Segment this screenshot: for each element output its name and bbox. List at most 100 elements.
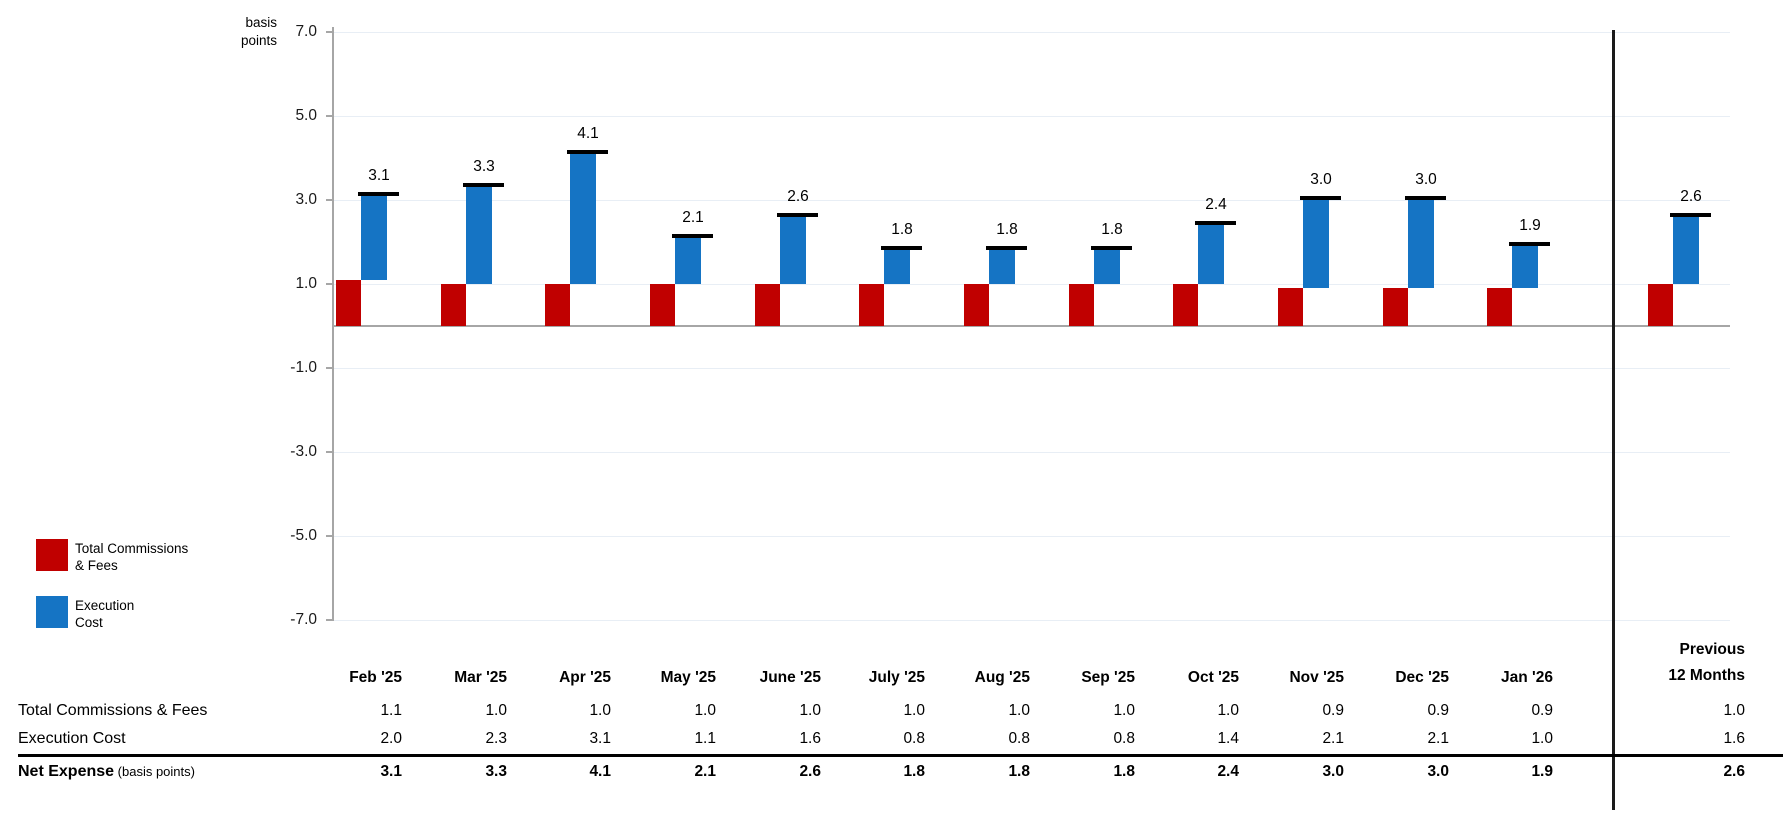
net-expense-value-label: 3.1 <box>368 166 390 184</box>
table-cell: 2.6 <box>799 763 821 780</box>
month-column-header: Jan '26 <box>1501 669 1553 686</box>
y-axis-tick-label: 1.0 <box>295 275 317 292</box>
y-axis-tick-label: 5.0 <box>295 107 317 124</box>
table-cell: 0.8 <box>1113 730 1135 747</box>
table-cell: 1.0 <box>903 702 925 719</box>
gridline <box>334 116 1730 117</box>
net-expense-value-label: 1.8 <box>996 221 1018 239</box>
net-expense-total-marker <box>463 183 504 188</box>
y-axis-tick <box>326 283 334 285</box>
legend-swatch-execution-cost <box>36 596 68 628</box>
month-column-header: Sep '25 <box>1081 669 1135 686</box>
y-axis-unit-line2: points <box>240 33 277 48</box>
bar-total-commissions-fees <box>441 284 466 326</box>
table-cell: 1.4 <box>1217 730 1239 747</box>
month-column-header: Mar '25 <box>454 669 507 686</box>
table-cell: 3.1 <box>589 730 611 747</box>
y-axis-tick-label: -3.0 <box>290 443 317 460</box>
y-axis-line <box>332 27 334 621</box>
month-column-header: June '25 <box>759 669 821 686</box>
table-cell: 1.0 <box>1723 702 1745 719</box>
net-expense-value-label: 2.1 <box>682 208 704 226</box>
table-cell: 1.0 <box>1113 702 1135 719</box>
y-axis-unit-line1: basis <box>245 15 277 30</box>
y-axis-tick <box>326 31 334 33</box>
gridline <box>334 32 1730 33</box>
bar-total-commissions-fees <box>1383 288 1408 326</box>
table-cell: 2.1 <box>694 763 716 780</box>
bar-total-commissions-fees <box>1648 284 1673 326</box>
bar-execution-cost <box>1512 246 1538 289</box>
legend-item-total-commissions: Total Commissions & Fees <box>36 539 256 575</box>
table-row-label: Total Commissions & Fees <box>18 701 207 721</box>
legend-label-execution-cost: Execution Cost <box>75 598 135 630</box>
table-cell: 1.9 <box>1531 763 1553 780</box>
net-expense-total-marker <box>1300 196 1341 200</box>
y-axis-tick-label: -7.0 <box>290 611 317 628</box>
y-axis-tick-label: 3.0 <box>295 191 317 208</box>
bar-execution-cost <box>1673 216 1699 284</box>
bar-total-commissions-fees <box>650 284 675 326</box>
gridline <box>334 620 1730 621</box>
net-expense-value-label: 3.0 <box>1310 171 1332 188</box>
net-expense-value-label: 3.3 <box>473 158 495 176</box>
table-cell: 2.0 <box>380 730 402 747</box>
net-row-rule <box>18 754 1783 757</box>
y-axis-tick <box>326 367 334 369</box>
table-cell: 2.1 <box>1427 730 1449 747</box>
table-cell: 3.1 <box>380 763 402 780</box>
bar-execution-cost <box>1198 225 1224 284</box>
net-expense-total-marker <box>672 233 713 238</box>
month-column-header: May '25 <box>660 669 716 686</box>
table-cell: 1.6 <box>1723 730 1745 747</box>
bar-execution-cost <box>884 250 910 284</box>
table-cell: 1.0 <box>799 702 821 719</box>
y-axis-tick-label: 7.0 <box>295 23 317 40</box>
gridline <box>334 368 1730 369</box>
y-axis-tick <box>326 199 334 201</box>
table-row-label: Net Expense (basis points) <box>18 762 195 782</box>
bar-execution-cost <box>466 187 492 284</box>
table-cell: 0.8 <box>1008 730 1030 747</box>
zero-baseline <box>334 325 1730 327</box>
table-cell: 1.1 <box>380 702 402 719</box>
table-cell: 1.8 <box>1113 763 1135 780</box>
bar-total-commissions-fees <box>1278 288 1303 326</box>
legend-item-execution-cost: Execution Cost <box>36 596 256 632</box>
net-expense-total-marker <box>358 191 399 196</box>
table-cell: 2.4 <box>1217 763 1239 780</box>
table-cell: 2.1 <box>1322 730 1344 747</box>
net-expense-total-marker <box>567 149 608 154</box>
bar-total-commissions-fees <box>336 279 361 326</box>
bar-execution-cost <box>1094 250 1120 284</box>
table-cell: 1.8 <box>1008 763 1030 780</box>
bar-execution-cost <box>570 153 596 284</box>
summary-column-header-line1: Previous <box>1679 641 1745 658</box>
y-axis-tick-label: -5.0 <box>290 527 317 544</box>
net-expense-total-marker <box>1509 242 1550 247</box>
y-axis-tick <box>326 619 334 621</box>
bar-execution-cost <box>1408 200 1434 289</box>
y-axis-unit-label: basis points <box>197 14 277 50</box>
net-expense-total-marker <box>986 246 1027 251</box>
net-expense-total-marker <box>1091 246 1132 251</box>
table-cell: 1.0 <box>485 702 507 719</box>
summary-column-header: Previous 12 Months <box>1605 637 1745 689</box>
table-cell: 0.9 <box>1427 702 1449 719</box>
period-separator-line <box>1612 30 1615 810</box>
legend-swatch-total-commissions <box>36 539 68 571</box>
bar-execution-cost <box>989 250 1015 284</box>
month-column-header: Oct '25 <box>1187 669 1239 686</box>
y-axis-tick <box>326 451 334 453</box>
bar-execution-cost <box>675 237 701 284</box>
table-cell: 1.1 <box>694 730 716 747</box>
month-column-header: Nov '25 <box>1289 669 1344 686</box>
gridline <box>334 536 1730 537</box>
table-row-label-suffix: (basis points) <box>114 764 195 779</box>
table-row-label: Execution Cost <box>18 729 126 749</box>
month-column-header: Aug '25 <box>974 669 1030 686</box>
table-cell: 2.3 <box>485 730 507 747</box>
month-column-header: Apr '25 <box>559 669 611 686</box>
